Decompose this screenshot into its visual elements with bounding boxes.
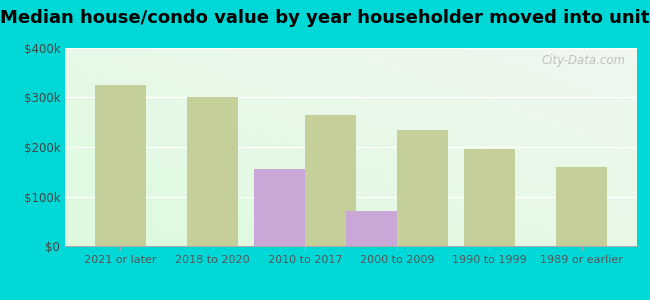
Bar [254, 169, 305, 246]
Bar [397, 130, 448, 246]
Bar [95, 85, 146, 246]
Bar [187, 98, 238, 246]
Bar [464, 149, 515, 246]
Text: City-Data.com: City-Data.com [541, 54, 625, 67]
Bar [556, 167, 607, 246]
Bar [305, 115, 356, 246]
Bar [346, 211, 397, 246]
Text: Median house/condo value by year householder moved into unit: Median house/condo value by year househo… [0, 9, 650, 27]
